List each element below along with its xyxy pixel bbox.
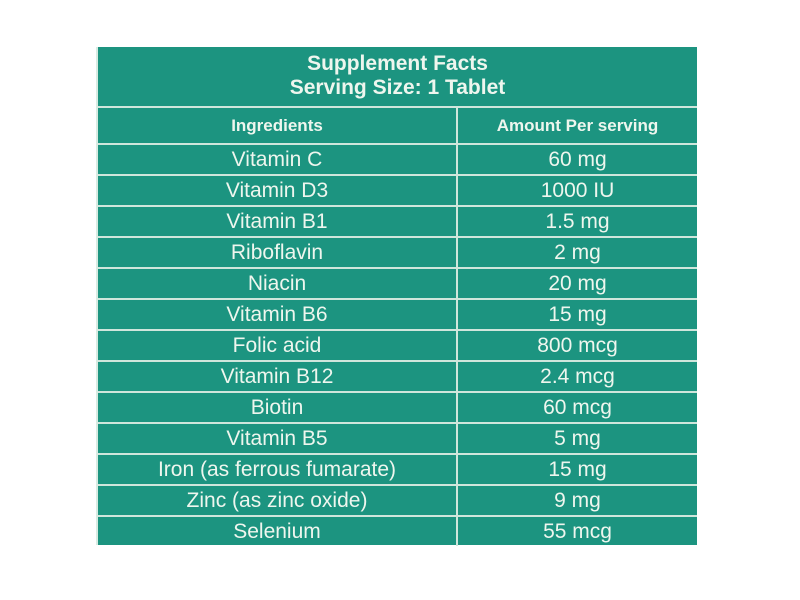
ingredient-amount: 60 mg — [457, 144, 697, 176]
table-row: Vitamin D3 1000 IU — [98, 175, 697, 207]
table-header-row: Ingredients Amount Per serving — [98, 108, 697, 145]
ingredient-name: Vitamin C — [98, 144, 458, 176]
ingredient-amount: 2 mg — [457, 237, 697, 269]
supplement-facts-label: Supplement Facts Serving Size: 1 Tablet … — [96, 47, 697, 546]
ingredient-amount: 1000 IU — [457, 175, 697, 207]
column-header-amount: Amount Per serving — [457, 108, 697, 145]
table-row: Selenium 55 mcg — [98, 516, 697, 546]
ingredient-amount: 800 mcg — [457, 330, 697, 362]
ingredient-amount: 15 mg — [457, 299, 697, 331]
ingredient-amount: 60 mcg — [457, 392, 697, 424]
ingredient-name: Vitamin D3 — [98, 175, 458, 207]
table-row: Biotin 60 mcg — [98, 392, 697, 424]
ingredient-name: Folic acid — [98, 330, 458, 362]
ingredient-name: Vitamin B5 — [98, 423, 458, 455]
ingredient-amount: 2.4 mcg — [457, 361, 697, 393]
ingredient-name: Biotin — [98, 392, 458, 424]
ingredient-amount: 9 mg — [457, 485, 697, 517]
ingredients-table: Ingredients Amount Per serving Vitamin C… — [98, 108, 697, 546]
ingredient-name: Vitamin B12 — [98, 361, 458, 393]
label-title: Supplement Facts — [307, 52, 488, 75]
table-row: Vitamin B6 15 mg — [98, 299, 697, 331]
label-header: Supplement Facts Serving Size: 1 Tablet — [98, 47, 697, 108]
ingredient-amount: 1.5 mg — [457, 206, 697, 238]
table-row: Zinc (as zinc oxide) 9 mg — [98, 485, 697, 517]
table-row: Niacin 20 mg — [98, 268, 697, 300]
ingredient-name: Vitamin B1 — [98, 206, 458, 238]
table-row: Vitamin B12 2.4 mcg — [98, 361, 697, 393]
ingredient-name: Vitamin B6 — [98, 299, 458, 331]
ingredient-amount: 15 mg — [457, 454, 697, 486]
ingredient-name: Zinc (as zinc oxide) — [98, 485, 458, 517]
ingredient-amount: 5 mg — [457, 423, 697, 455]
table-row: Vitamin B5 5 mg — [98, 423, 697, 455]
table-row: Folic acid 800 mcg — [98, 330, 697, 362]
table-row: Riboflavin 2 mg — [98, 237, 697, 269]
ingredient-name: Iron (as ferrous fumarate) — [98, 454, 458, 486]
column-header-ingredients: Ingredients — [98, 108, 458, 145]
ingredient-amount: 55 mcg — [543, 519, 612, 543]
serving-size: Serving Size: 1 Tablet — [289, 76, 506, 99]
ingredient-name: Niacin — [98, 268, 458, 300]
ingredient-name: Selenium — [98, 516, 458, 546]
ingredient-amount: 20 mg — [457, 268, 697, 300]
ingredient-name: Riboflavin — [98, 237, 458, 269]
table-row: Iron (as ferrous fumarate) 15 mg — [98, 454, 697, 486]
table-row: Vitamin B1 1.5 mg — [98, 206, 697, 238]
table-row: Vitamin C 60 mg — [98, 144, 697, 176]
